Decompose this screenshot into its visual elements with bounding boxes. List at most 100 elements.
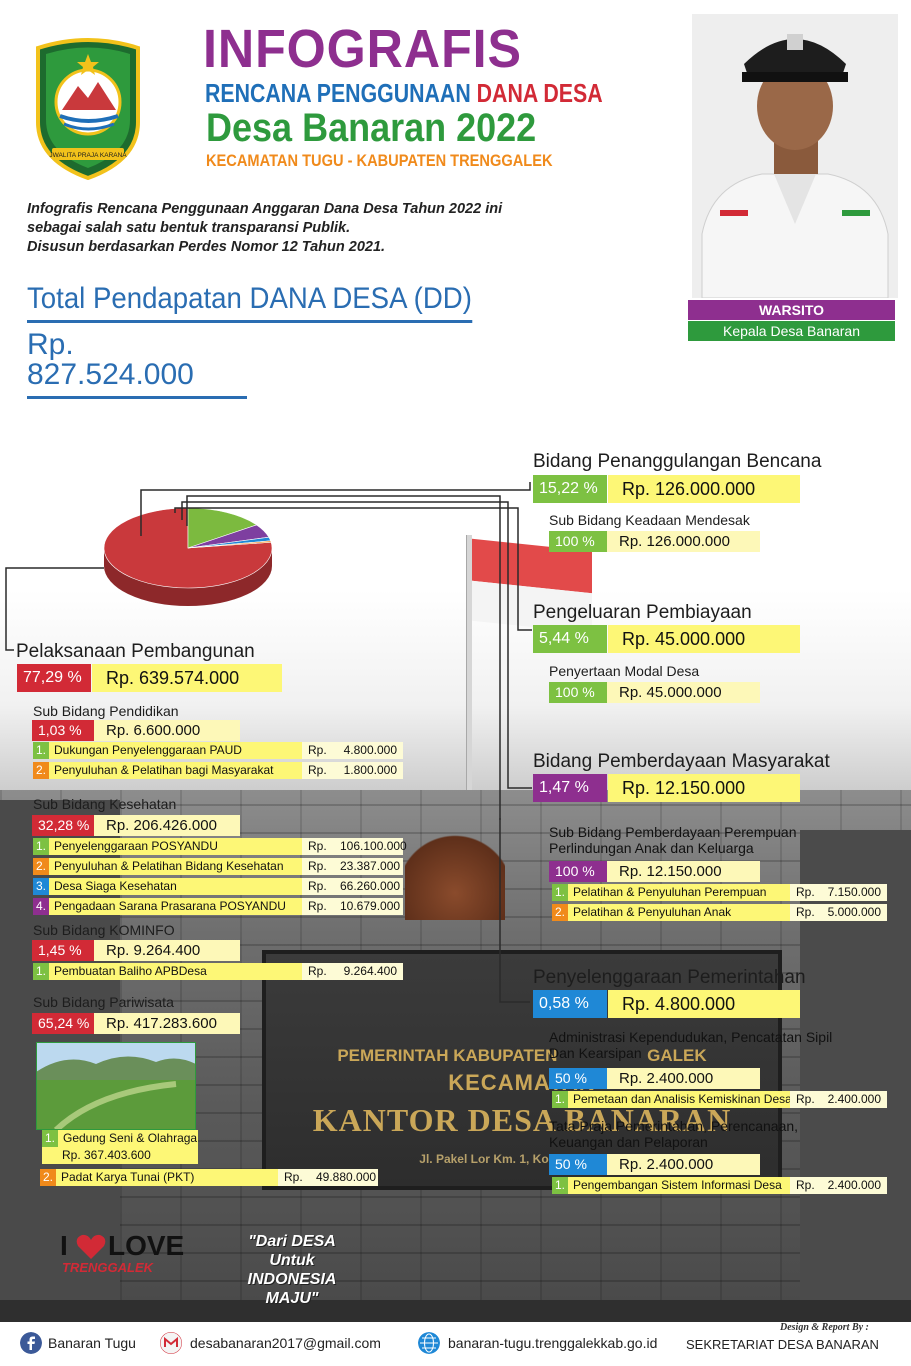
item-number: 1. xyxy=(33,742,49,759)
pemerintahan-sub2-title: Tata Praja Pemerintahan, Perencanaan, Ke… xyxy=(549,1118,798,1150)
pemberdayaan-amount: Rp. 12.150.000 xyxy=(608,774,800,802)
flag-pole xyxy=(466,535,472,845)
kominfo-title: Sub Bidang KOMINFO xyxy=(33,922,175,938)
item-currency: Rp. xyxy=(302,898,334,915)
pendidikan-title: Sub Bidang Pendidikan xyxy=(33,703,179,719)
pembiayaan-amount: Rp. 45.000.000 xyxy=(608,625,800,653)
connector-pembiayaan xyxy=(174,507,532,631)
list-item: 3. Desa Siaga Kesehatan Rp. 66.260.000 xyxy=(33,878,403,895)
item-value: 4.800.000 xyxy=(334,742,403,759)
district-title: KECAMATAN TUGU - KABUPATEN TRENGGALEK xyxy=(206,151,553,170)
list-item: 2. Penyuluhan & Pelatihan bagi Masyaraka… xyxy=(33,762,403,779)
pemerintahan-sub1-percent: 50 % xyxy=(549,1068,607,1089)
footer: Banaran Tugu desabanaran2017@gmail.com b… xyxy=(0,1322,911,1366)
pemberdayaan-sub-title: Sub Bidang Pemberdayaan Perempuan Perlin… xyxy=(549,824,797,856)
i-love-trenggalek-logo: I LOVE TRENGGALEK xyxy=(60,1230,190,1280)
item-number: 1. xyxy=(552,884,568,901)
pemerintahan-sub2-items: 1. Pengembangan Sistem Informasi Desa Rp… xyxy=(552,1177,887,1194)
bencana-sub-percent: 100 % xyxy=(549,531,607,552)
item-value: 5.000.000 xyxy=(820,904,887,921)
pendidikan-items: 1. Dukungan Penyelenggaraan PAUD Rp. 4.8… xyxy=(33,742,403,779)
budget-pie-chart xyxy=(5,482,532,820)
item-label: Pelatihan & Penyuluhan Anak xyxy=(568,904,790,921)
connector-pemerintahan-tail xyxy=(499,818,530,1003)
village-head-name: WARSITO xyxy=(688,300,895,320)
footer-website[interactable]: banaran-tugu.trenggalekkab.go.id xyxy=(448,1335,658,1351)
kesehatan-percent: 32,28 % xyxy=(32,815,94,836)
intro-line-3: Disusun berdasarkan Perdes Nomor 12 Tahu… xyxy=(27,239,386,255)
item-currency: Rp. xyxy=(302,878,334,895)
item-label: Pengembangan Sistem Informasi Desa xyxy=(568,1177,790,1194)
pemerintahan-sub2-title-line-2: Keuangan dan Pelaporan xyxy=(549,1134,708,1151)
list-item: 1. Pengembangan Sistem Informasi Desa Rp… xyxy=(552,1177,887,1194)
list-item: 1. Gedung Seni & Olahraga xyxy=(42,1130,198,1147)
connector-pembangunan xyxy=(5,567,104,651)
sign-line-1: PEMERINTAH KABUPATEN GALEK xyxy=(337,1046,707,1065)
item-number: 3. xyxy=(33,878,49,895)
pembiayaan-sub-amount: Rp. 45.000.000 xyxy=(607,682,760,703)
item-currency: Rp. xyxy=(302,742,334,759)
pendidikan-amount: Rp. 6.600.000 xyxy=(94,720,240,741)
item-label: Desa Siaga Kesehatan xyxy=(49,878,302,895)
item-number: 2. xyxy=(552,904,568,921)
pariwisata-title: Sub Bidang Pariwisata xyxy=(33,994,174,1010)
item-number: 2. xyxy=(33,858,49,875)
pemberdayaan-sub-title-line-2: Perlindungan Anak dan Keluarga xyxy=(549,840,754,857)
item-value: 66.260.000 xyxy=(334,878,403,895)
connector-lines xyxy=(5,482,532,820)
pemberdayaan-title: Bidang Pemberdayaan Masyarakat xyxy=(533,751,830,772)
footer-email[interactable]: desabanaran2017@gmail.com xyxy=(190,1335,381,1351)
pemberdayaan-sub-percent: 100 % xyxy=(549,861,607,882)
slogan-line-1: "Dari DESA xyxy=(248,1233,336,1250)
pariwisata-item-2: 2. Padat Karya Tunai (PKT) Rp. 49.880.00… xyxy=(40,1169,378,1186)
item-number: 2. xyxy=(40,1169,56,1186)
item-label: Pelatihan & Penyuluhan Perempuan xyxy=(568,884,790,901)
item-currency: Rp. xyxy=(790,904,820,921)
sign-line-3: KANTOR DESA BANARAN xyxy=(312,1102,732,1138)
list-item: 2. Penyuluhan & Pelatihan Bidang Kesehat… xyxy=(33,858,403,875)
regency-emblem-icon: JWALITA PRAJA KARANA xyxy=(36,38,140,180)
list-item: 1. Pemetaan dan Analisis Kemiskinan Desa… xyxy=(552,1091,887,1108)
pemerintahan-sub1-title-line-1: Administrasi Kependudukan, Pencatatan Si… xyxy=(549,1029,833,1045)
pemberdayaan-sub-title-line-1: Sub Bidang Pemberdayaan Perempuan xyxy=(549,824,797,840)
bencana-sub-title: Sub Bidang Keadaan Mendesak xyxy=(549,512,750,528)
footer-facebook[interactable]: Banaran Tugu xyxy=(48,1335,136,1351)
pie-slice-4 xyxy=(187,540,272,549)
svg-text:JWALITA PRAJA KARANA: JWALITA PRAJA KARANA xyxy=(49,152,127,159)
list-item: 1. Dukungan Penyelenggaraan PAUD Rp. 4.8… xyxy=(33,742,403,759)
pemerintahan-sub1-amount: Rp. 2.400.000 xyxy=(607,1068,760,1089)
intro-line-1: Infografis Rencana Penggunaan Anggaran D… xyxy=(27,201,503,217)
intro-text: Infografis Rencana Penggunaan Anggaran D… xyxy=(27,200,667,257)
pie-slices xyxy=(103,507,273,606)
bencana-sub-amount: Rp. 126.000.000 xyxy=(607,531,760,552)
item-label: Pengadaan Sarana Prasarana POSYANDU xyxy=(49,898,302,915)
item-label: Penyelenggaraan POSYANDU xyxy=(49,838,302,855)
list-item: 4. Pengadaan Sarana Prasarana POSYANDU R… xyxy=(33,898,403,915)
pembiayaan-title: Pengeluaran Pembiayaan xyxy=(533,602,752,623)
list-item: 2. Padat Karya Tunai (PKT) Rp. 49.880.00… xyxy=(40,1169,378,1186)
item-label: Pembuatan Baliho APBDesa xyxy=(49,963,302,980)
village-head-photo xyxy=(692,14,898,298)
item-value: 1.800.000 xyxy=(334,762,403,779)
list-item: 2. Pelatihan & Penyuluhan Anak Rp. 5.000… xyxy=(552,904,887,921)
pendidikan-percent: 1,03 % xyxy=(32,720,94,741)
list-item: 1. Penyelenggaraan POSYANDU Rp. 106.100.… xyxy=(33,838,407,855)
facebook-icon xyxy=(20,1332,42,1354)
item-currency: Rp. xyxy=(790,1091,820,1108)
item-currency: Rp. xyxy=(302,838,334,855)
pemerintahan-sub1-items: 1. Pemetaan dan Analisis Kemiskinan Desa… xyxy=(552,1091,887,1108)
pemerintahan-sub2-title-line-1: Tata Praja Pemerintahan, Perencanaan, xyxy=(549,1118,799,1134)
footer-credit: SEKRETARIAT DESA BANARAN xyxy=(686,1337,879,1352)
slogan-line-2: Untuk xyxy=(269,1252,315,1269)
pemberdayaan-items: 1. Pelatihan & Penyuluhan Perempuan Rp. … xyxy=(552,884,887,921)
footer-credit-label: Design & Report By : xyxy=(780,1322,869,1333)
item-value: 23.387.000 xyxy=(334,858,403,875)
kominfo-percent: 1,45 % xyxy=(32,940,94,961)
pemerintahan-sub2-amount: Rp. 2.400.000 xyxy=(607,1154,760,1175)
pariwisata-percent: 65,24 % xyxy=(32,1013,94,1034)
pembangunan-title: Pelaksanaan Pembangunan xyxy=(16,641,255,662)
item-value: 9.264.400 xyxy=(334,963,403,980)
total-income-label: Total Pendapatan DANA DESA (DD) xyxy=(27,284,472,323)
pembangunan-amount: Rp. 639.574.000 xyxy=(92,664,282,692)
pariwisata-item-1: 1. Gedung Seni & Olahraga Rp. 367.403.60… xyxy=(42,1130,198,1164)
